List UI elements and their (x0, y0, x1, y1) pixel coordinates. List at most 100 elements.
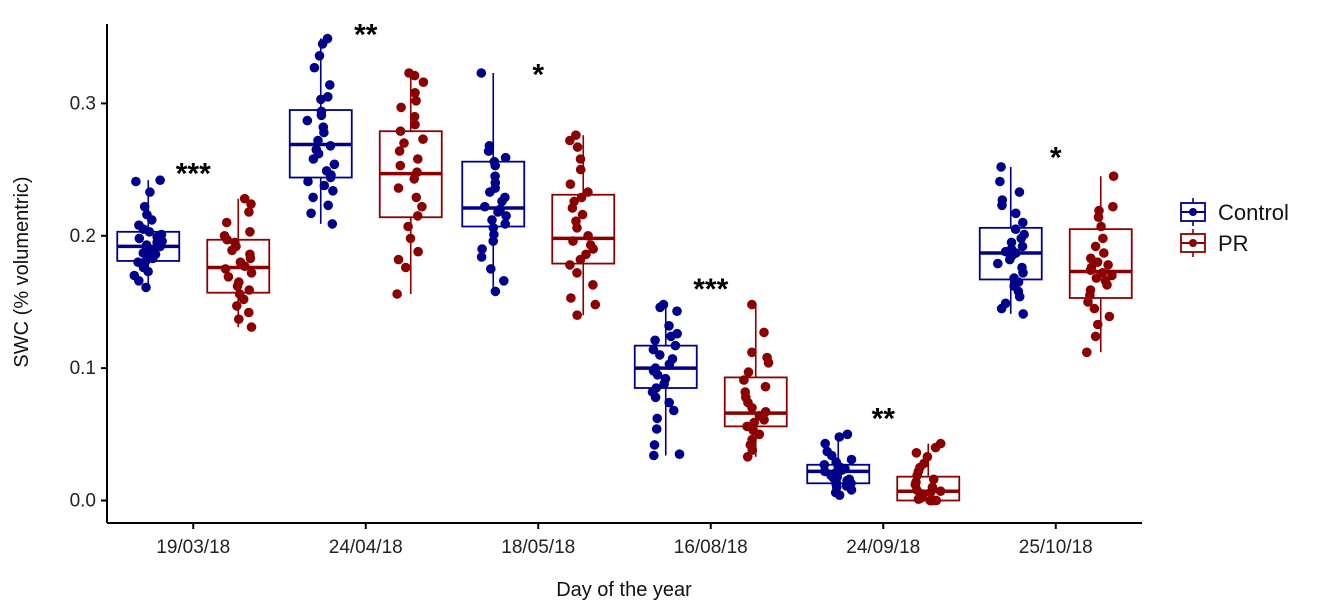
data-point (325, 141, 336, 151)
axes (106, 24, 1142, 524)
significance-annotations: ************ (176, 19, 1062, 436)
data-point (131, 176, 141, 187)
data-point (409, 70, 420, 81)
data-point (303, 176, 313, 187)
data-point (572, 142, 583, 152)
data-point (314, 51, 325, 61)
data-point (145, 187, 155, 197)
data-point (488, 236, 499, 246)
data-point (487, 215, 497, 225)
legend-label: Control (1218, 200, 1289, 225)
data-point (996, 303, 1007, 314)
data-point (1082, 347, 1092, 358)
data-point (134, 233, 145, 244)
data-point (306, 208, 316, 219)
data-point (490, 160, 501, 171)
data-point (1108, 171, 1119, 181)
data-point (566, 293, 576, 303)
data-point (1093, 212, 1104, 222)
data-point (246, 268, 257, 278)
data-point (759, 415, 769, 425)
data-point (308, 154, 319, 164)
data-point (393, 254, 404, 265)
data-point (576, 192, 587, 203)
data-point (565, 135, 575, 146)
data-point (1093, 319, 1103, 330)
data-point (220, 264, 231, 274)
y-axis-title: SWC (% volumentric) (11, 176, 33, 367)
data-point (664, 321, 674, 331)
data-point (411, 96, 421, 106)
data-point (394, 146, 405, 156)
data-point (935, 486, 946, 497)
data-point (147, 215, 157, 225)
significance-label: * (532, 58, 544, 91)
data-point (670, 340, 681, 351)
data-point (743, 367, 754, 377)
data-point (497, 196, 507, 207)
data-point (327, 219, 338, 229)
data-point (490, 286, 501, 297)
x-tick-label: 19/03/18 (156, 537, 230, 558)
data-point (222, 234, 232, 245)
data-point (1018, 217, 1028, 228)
data-point (227, 245, 237, 256)
data-point (583, 231, 593, 241)
data-point (499, 276, 509, 286)
data-point (323, 200, 334, 211)
data-point (590, 299, 601, 310)
data-point (1089, 303, 1100, 314)
data-point (392, 289, 402, 299)
significance-label: *** (176, 158, 211, 191)
data-point (588, 280, 598, 290)
y-tick-label: 0.1 (70, 358, 96, 379)
data-point (648, 344, 659, 355)
data-point (476, 68, 487, 78)
x-tick-label: 18/05/18 (501, 537, 575, 558)
data-point (413, 246, 423, 257)
data-point (1097, 268, 1108, 278)
data-point (669, 405, 679, 416)
x-tick-label: 24/04/18 (329, 537, 403, 558)
data-point (395, 160, 406, 171)
data-point (577, 209, 588, 220)
data-point (1018, 268, 1028, 278)
data-point (401, 262, 411, 273)
data-point (1014, 187, 1025, 197)
data-point (317, 39, 328, 49)
y-tick-label: 0.3 (70, 93, 96, 114)
data-point (930, 442, 941, 453)
data-point (239, 261, 250, 272)
box-pr-1 (378, 72, 443, 295)
data-point (316, 110, 327, 121)
data-point (1006, 237, 1017, 248)
data-point (572, 268, 582, 278)
data-point (650, 392, 661, 403)
points (129, 33, 1119, 506)
data-point (846, 454, 857, 465)
data-point (1083, 297, 1093, 307)
data-point (325, 172, 336, 183)
data-point (759, 327, 769, 338)
data-point (1016, 233, 1026, 244)
data-point (418, 134, 428, 144)
data-point (674, 449, 685, 460)
data-point (1090, 331, 1101, 342)
data-point (575, 164, 586, 175)
data-point (410, 119, 420, 130)
data-point (664, 359, 675, 370)
data-point (747, 347, 757, 358)
y-tick-label: 0.2 (70, 226, 96, 247)
data-point (747, 403, 757, 413)
data-point (754, 429, 765, 440)
data-point (1108, 201, 1118, 212)
data-point (409, 111, 420, 122)
data-point (659, 379, 669, 389)
data-point (234, 314, 244, 325)
data-point (583, 187, 593, 197)
data-point (405, 233, 416, 244)
data-point (1011, 208, 1021, 219)
significance-label: * (1050, 142, 1062, 175)
data-point (413, 154, 423, 164)
